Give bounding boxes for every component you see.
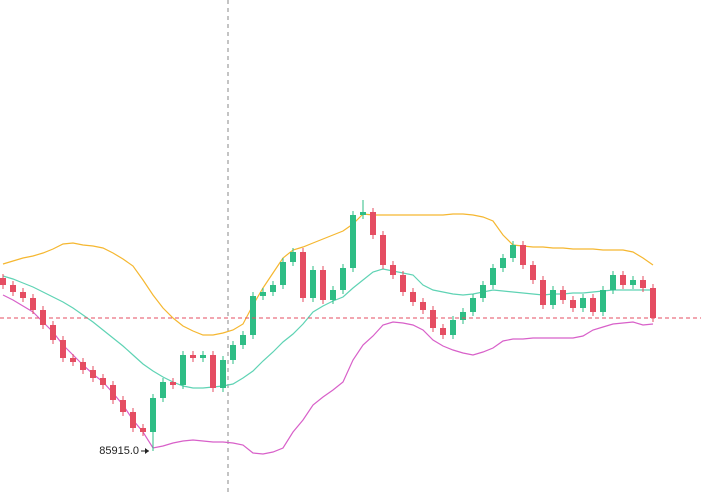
- candle-body: [150, 398, 156, 432]
- candle-body: [380, 235, 386, 265]
- candle-body: [260, 292, 266, 296]
- candle-body: [430, 310, 436, 328]
- candle-body: [320, 270, 326, 300]
- candle-body: [570, 300, 576, 308]
- candle-body: [290, 252, 296, 262]
- candle-body: [610, 275, 616, 290]
- candle-body: [250, 296, 256, 335]
- band-line: [2, 268, 653, 389]
- candle-body: [70, 358, 76, 362]
- candle-body: [160, 382, 166, 398]
- candle-body: [480, 285, 486, 298]
- candle-body: [590, 298, 596, 312]
- candle-body: [630, 280, 636, 285]
- candle-body: [540, 280, 546, 305]
- candle-body: [200, 355, 206, 358]
- annotation-arrowhead: [145, 448, 149, 454]
- candle-body: [520, 245, 526, 265]
- candle-body: [400, 275, 406, 292]
- annotation-label: 85915.0: [99, 445, 139, 457]
- candle-body: [600, 290, 606, 312]
- candle-body: [620, 275, 626, 285]
- candle-body: [390, 265, 396, 275]
- candle-body: [510, 245, 516, 258]
- candle-body: [370, 212, 376, 235]
- candle-body: [470, 298, 476, 312]
- candle-body: [180, 355, 186, 385]
- band-line: [2, 294, 654, 455]
- candle-body: [130, 412, 136, 428]
- candle-body: [550, 290, 556, 305]
- candle-body: [270, 285, 276, 292]
- candle-body: [170, 382, 176, 385]
- candle-body: [340, 268, 346, 290]
- candle-body: [0, 278, 6, 285]
- candle-body: [190, 355, 196, 358]
- candle-body: [50, 325, 56, 340]
- candle-body: [240, 335, 246, 345]
- candle-body: [30, 298, 36, 310]
- candle-body: [60, 340, 66, 358]
- candle-body: [580, 298, 586, 308]
- candle-body: [500, 258, 506, 268]
- candle-body: [650, 288, 656, 318]
- candle-body: [350, 215, 356, 268]
- candle-body: [490, 268, 496, 285]
- candle-body: [310, 270, 316, 298]
- band-line: [2, 213, 654, 336]
- candle-body: [110, 385, 116, 400]
- candle-body: [360, 212, 366, 215]
- candle-body: [210, 355, 216, 388]
- candle-body: [330, 290, 336, 300]
- candle-body: [80, 362, 86, 370]
- candle-body: [560, 290, 566, 300]
- candle-body: [300, 252, 306, 298]
- candle-body: [450, 320, 456, 335]
- candle-body: [420, 302, 426, 310]
- candle-body: [20, 292, 26, 298]
- candle-body: [530, 265, 536, 280]
- candle-body: [140, 428, 146, 432]
- candle-body: [90, 370, 96, 378]
- candle-body: [230, 345, 236, 360]
- candle-body: [460, 312, 466, 320]
- candle-body: [10, 285, 16, 292]
- candle-body: [410, 292, 416, 302]
- candle-body: [640, 280, 646, 288]
- candle-body: [220, 360, 226, 388]
- candle-body: [100, 378, 106, 385]
- candle-body: [440, 328, 446, 335]
- candle-body: [120, 400, 126, 412]
- candle-body: [280, 262, 286, 285]
